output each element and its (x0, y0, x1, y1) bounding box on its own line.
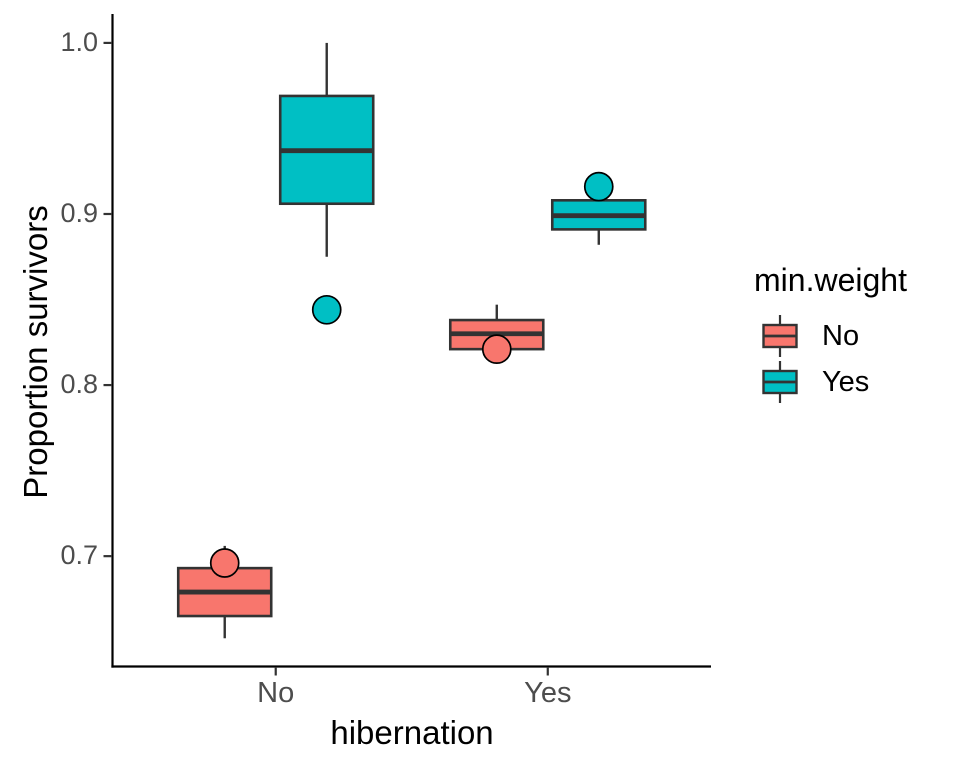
boxplot-key-icon (762, 361, 798, 403)
legend-label-yes: Yes (822, 365, 870, 398)
y-tick-label-0.9: 0.9 (60, 197, 98, 228)
y-axis-title: Proportion survivors (17, 205, 54, 499)
y-tick-label-0.7: 0.7 (60, 539, 98, 570)
legend-item-yes: Yes (754, 359, 907, 405)
legend-label-no: No (822, 319, 860, 352)
x-tick-label-no: No (257, 677, 295, 709)
legend-title: min.weight (754, 262, 907, 298)
legend: min.weight No Yes (754, 262, 907, 405)
x-axis-title: hibernation (330, 714, 494, 751)
x-tick-label-yes: Yes (524, 677, 572, 709)
legend-item-no: No (754, 313, 907, 359)
y-tick-label-0.8: 0.8 (60, 368, 98, 399)
boxplot-key-icon (762, 315, 798, 357)
y-tick-label-1.0: 1.0 (60, 26, 98, 57)
